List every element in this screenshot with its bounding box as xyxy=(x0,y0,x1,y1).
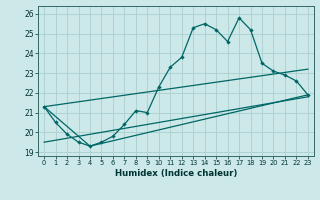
X-axis label: Humidex (Indice chaleur): Humidex (Indice chaleur) xyxy=(115,169,237,178)
